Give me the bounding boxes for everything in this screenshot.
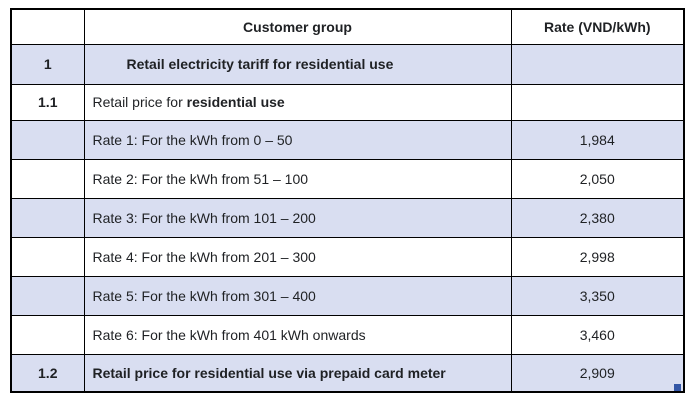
table-row-rate-2: Rate 2: For the kWh from 51 – 100 2,050 [10, 158, 685, 199]
customer-group-cell: Rate 4: For the kWh from 201 – 300 [83, 236, 512, 277]
rate-cell: 1,984 [510, 119, 685, 160]
customer-group-cell: Rate 3: For the kWh from 101 – 200 [83, 197, 512, 238]
customer-group-cell: Rate 2: For the kWh from 51 – 100 [83, 158, 512, 199]
header-row: Customer group Rate (VND/kWh) [10, 8, 685, 45]
label-prefix: Retail price for [92, 94, 187, 110]
table-row-rate-3: Rate 3: For the kWh from 101 – 200 2,380 [10, 197, 685, 238]
table-row-rate-1: Rate 1: For the kWh from 0 – 50 1,984 [10, 119, 685, 160]
customer-group-header: Customer group [83, 8, 512, 45]
label-emphasis: residential use [186, 94, 285, 110]
table-row-section-1-1: 1.1 Retail price for residential use [10, 83, 685, 121]
rate-cell: 2,909 [510, 353, 685, 393]
table-row-section-1: 1 Retail electricity tariff for resident… [10, 43, 685, 85]
customer-group-cell: Retail electricity tariff for residentia… [83, 43, 512, 85]
rate-cell: 3,460 [510, 314, 685, 355]
customer-group-cell: Rate 5: For the kWh from 301 – 400 [83, 275, 512, 316]
rate-header: Rate (VND/kWh) [510, 8, 685, 45]
table-row-rate-6: Rate 6: For the kWh from 401 kWh onwards… [10, 314, 685, 355]
row-number-cell [10, 119, 85, 160]
corner-header-cell [10, 8, 85, 45]
row-number-cell: 1.1 [10, 83, 85, 121]
rate-cell: 2,998 [510, 236, 685, 277]
row-number-cell [10, 158, 85, 199]
rate-cell: 2,050 [510, 158, 685, 199]
row-number-cell [10, 275, 85, 316]
rate-cell [510, 83, 685, 121]
customer-group-cell: Retail price for residential use via pre… [83, 353, 512, 393]
row-number-cell [10, 314, 85, 355]
row-number-cell: 1.2 [10, 353, 85, 393]
tariff-table: Customer group Rate (VND/kWh) 1 Retail e… [10, 8, 685, 393]
customer-group-cell: Retail price for residential use [83, 83, 512, 121]
rate-cell: 2,380 [510, 197, 685, 238]
rate-cell [510, 43, 685, 85]
customer-group-cell: Rate 1: For the kWh from 0 – 50 [83, 119, 512, 160]
row-number-cell [10, 197, 85, 238]
tariff-table-container: Customer group Rate (VND/kWh) 1 Retail e… [10, 8, 685, 393]
table-row-section-1-2: 1.2 Retail price for residential use via… [10, 353, 685, 393]
table-row-rate-5: Rate 5: For the kWh from 301 – 400 3,350 [10, 275, 685, 316]
table-row-rate-4: Rate 4: For the kWh from 201 – 300 2,998 [10, 236, 685, 277]
customer-group-cell: Rate 6: For the kWh from 401 kWh onwards [83, 314, 512, 355]
row-number-cell [10, 236, 85, 277]
selection-fill-handle[interactable] [674, 384, 681, 391]
rate-cell: 3,350 [510, 275, 685, 316]
row-number-cell: 1 [10, 43, 85, 85]
